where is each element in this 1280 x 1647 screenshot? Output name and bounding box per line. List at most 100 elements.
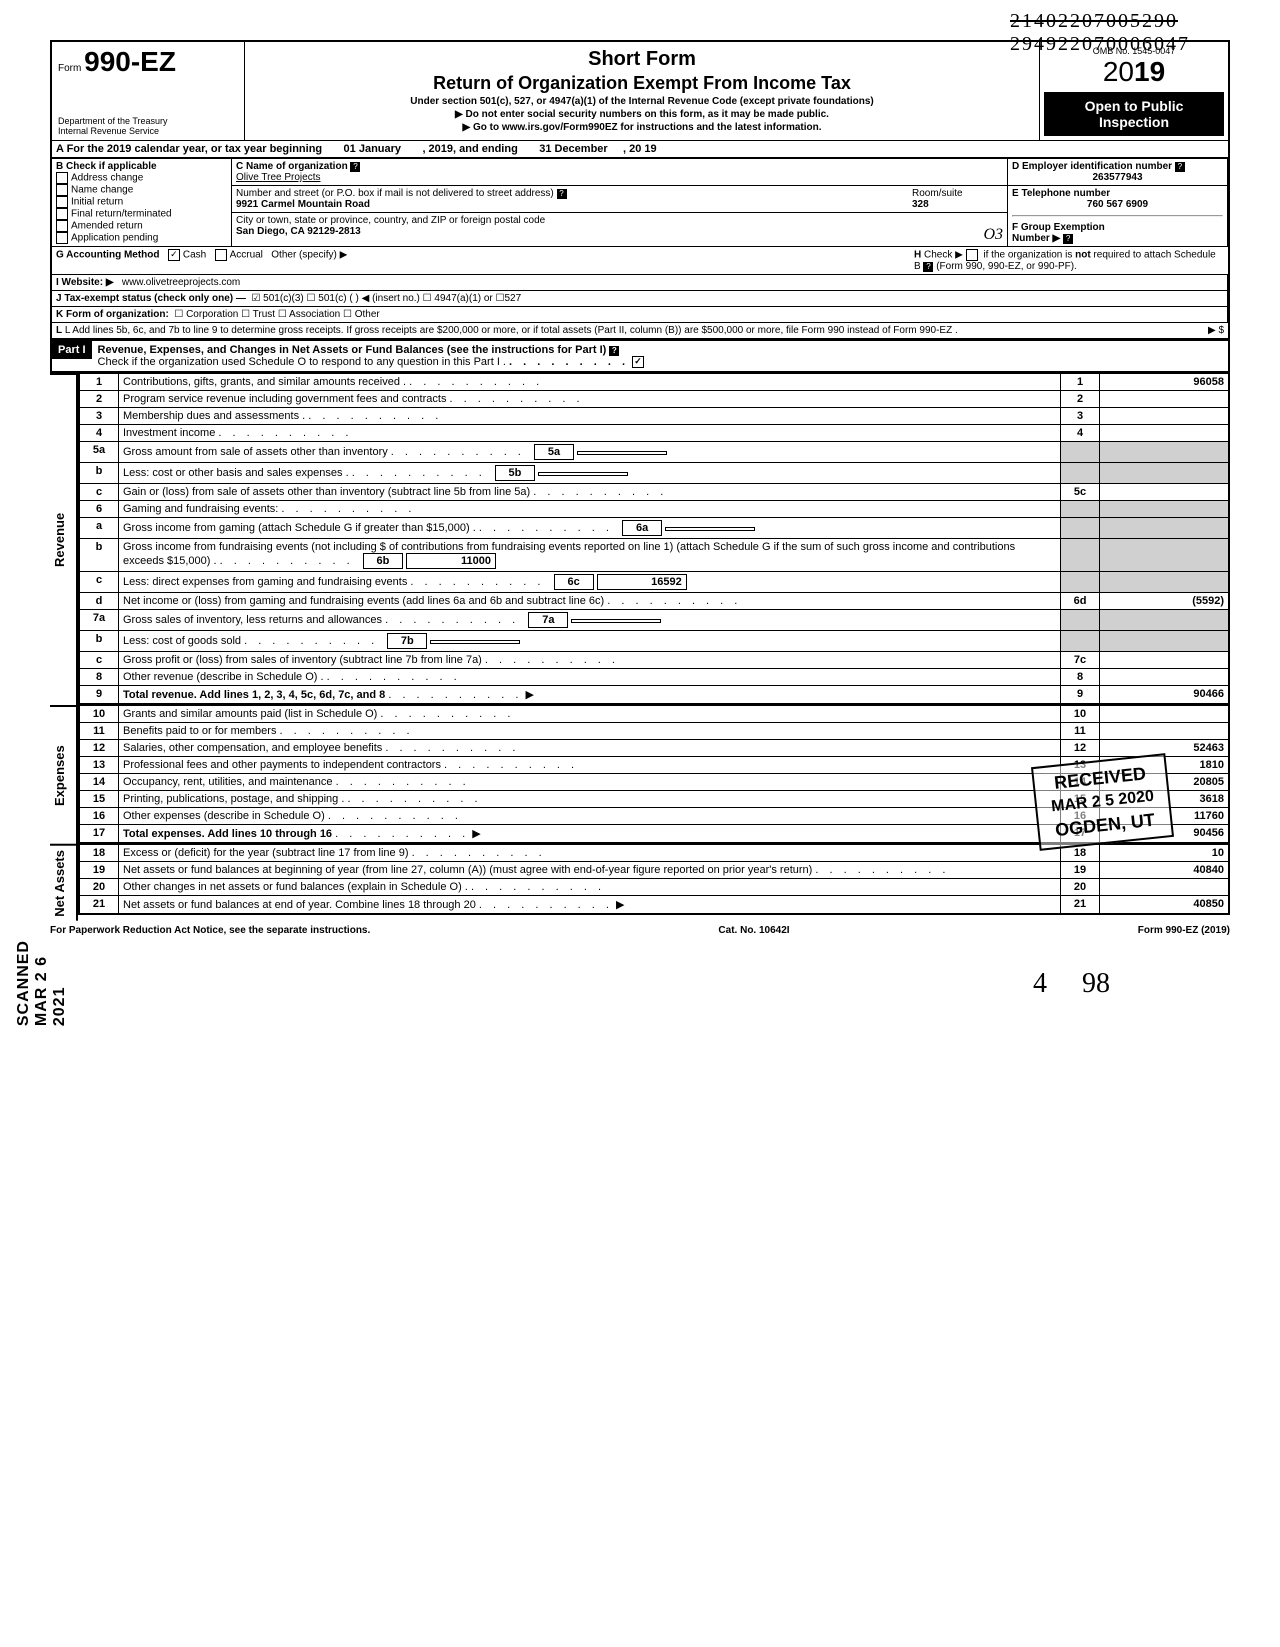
line-number: c	[79, 484, 119, 501]
netassets-table: 18Excess or (deficit) for the year (subt…	[78, 844, 1230, 915]
subtitle-2: ▶ Do not enter social security numbers o…	[253, 109, 1031, 120]
line-description: Net assets or fund balances at beginning…	[119, 862, 1061, 879]
line-description: Net income or (loss) from gaming and fun…	[119, 593, 1061, 610]
line-box-number: 7c	[1061, 652, 1100, 669]
line-description: Investment income . . . . . . . . . .	[119, 425, 1061, 442]
table-row: dNet income or (loss) from gaming and fu…	[79, 593, 1229, 610]
line-amount	[1100, 631, 1230, 652]
table-row: 11Benefits paid to or for members . . . …	[79, 723, 1229, 740]
table-row: 5aGross amount from sale of assets other…	[79, 442, 1229, 463]
checkbox-name-change[interactable]	[56, 184, 68, 196]
checkbox-schedule-b[interactable]	[966, 249, 978, 261]
street-value: 9921 Carmel Mountain Road	[236, 199, 370, 210]
checkbox-initial-return[interactable]	[56, 196, 68, 208]
checkbox-cash[interactable]	[168, 249, 180, 261]
netassets-vertical-label: Net Assets	[50, 844, 78, 921]
main-dln-number: 294922070006047	[1010, 33, 1190, 55]
line-number: 20	[79, 879, 119, 896]
line-number: a	[79, 518, 119, 539]
street-label: Number and street (or P.O. box if mail i…	[236, 188, 554, 199]
line-number: 5a	[79, 442, 119, 463]
part-1-title: Revenue, Expenses, and Changes in Net As…	[98, 344, 607, 356]
line-number: d	[79, 593, 119, 610]
line-number: b	[79, 539, 119, 572]
line-number: b	[79, 463, 119, 484]
line-box-number	[1061, 631, 1100, 652]
table-row: cGain or (loss) from sale of assets othe…	[79, 484, 1229, 501]
table-row: aGross income from gaming (attach Schedu…	[79, 518, 1229, 539]
checkbox-address-change[interactable]	[56, 172, 68, 184]
checkbox-application-pending[interactable]	[56, 232, 68, 244]
checkbox-final-return[interactable]	[56, 208, 68, 220]
line-box-number: 6d	[1061, 593, 1100, 610]
main-title: Return of Organization Exempt From Incom…	[253, 73, 1031, 94]
line-number: 14	[79, 774, 119, 791]
line-number: 16	[79, 808, 119, 825]
line-amount	[1100, 723, 1230, 740]
info-icon: ?	[350, 162, 360, 172]
section-h-text: H Check ▶ if the organization is not req…	[914, 249, 1224, 272]
line-number: 13	[79, 757, 119, 774]
table-row: bLess: cost or other basis and sales exp…	[79, 463, 1229, 484]
line-description: Professional fees and other payments to …	[119, 757, 1061, 774]
handwritten-bottom: 4 98	[1033, 968, 1110, 1000]
table-row: 9Total revenue. Add lines 1, 2, 3, 4, 5c…	[79, 686, 1229, 705]
line-amount	[1100, 425, 1230, 442]
line-description: Other changes in net assets or fund bala…	[119, 879, 1061, 896]
line-number: 4	[79, 425, 119, 442]
line-amount	[1100, 572, 1230, 593]
line-number: 21	[79, 896, 119, 915]
header-info-grid: B Check if applicable Address change Nam…	[50, 159, 1230, 341]
checkbox-schedule-o[interactable]	[632, 356, 644, 368]
line-box-number: 2	[1061, 391, 1100, 408]
line-box-number: 10	[1061, 706, 1100, 723]
line-number: 12	[79, 740, 119, 757]
line-description: Net assets or fund balances at end of ye…	[119, 896, 1061, 915]
line-box-number	[1061, 610, 1100, 631]
part-1-check-line: Check if the organization used Schedule …	[98, 356, 506, 368]
line-number: 8	[79, 669, 119, 686]
line-amount	[1100, 484, 1230, 501]
dept-label: Department of the Treasury Internal Reve…	[58, 116, 238, 136]
section-b-label: B Check if applicable	[56, 161, 157, 172]
section-j-options: ☑ 501(c)(3) ☐ 501(c) ( ) ◀ (insert no.) …	[251, 293, 521, 304]
line-number: 19	[79, 862, 119, 879]
line-description: Less: cost of goods sold . . . . . . . .…	[119, 631, 1061, 652]
line-number: 17	[79, 825, 119, 844]
line-amount	[1100, 610, 1230, 631]
footer-left: For Paperwork Reduction Act Notice, see …	[50, 925, 370, 936]
line-box-number	[1061, 442, 1100, 463]
line-box-number: 21	[1061, 896, 1100, 915]
revenue-vertical-label: Revenue	[50, 373, 78, 705]
phone-value: 760 567 6909	[1012, 199, 1223, 210]
line-number: 11	[79, 723, 119, 740]
line-description: Gross amount from sale of assets other t…	[119, 442, 1061, 463]
footer-mid: Cat. No. 10642I	[718, 925, 789, 936]
section-k-label: K Form of organization:	[56, 309, 169, 320]
info-icon: ?	[1063, 234, 1073, 244]
line-description: Total expenses. Add lines 10 through 16 …	[119, 825, 1061, 844]
line-box-number	[1061, 501, 1100, 518]
table-row: 20Other changes in net assets or fund ba…	[79, 879, 1229, 896]
line-box-number: 11	[1061, 723, 1100, 740]
line-description: Total revenue. Add lines 1, 2, 3, 4, 5c,…	[119, 686, 1061, 705]
received-stamp: RECEIVED MAR 2 5 2020 OGDEN, UT	[1031, 753, 1174, 851]
line-amount: 40850	[1100, 896, 1230, 915]
line-amount: 96058	[1100, 374, 1230, 391]
strikethrough-number: 21402207005290	[1010, 10, 1190, 33]
checkbox-amended-return[interactable]	[56, 220, 68, 232]
line-amount	[1100, 879, 1230, 896]
section-i-label: I Website: ▶	[56, 277, 114, 288]
table-row: 7aGross sales of inventory, less returns…	[79, 610, 1229, 631]
subtitle-3: ▶ Go to www.irs.gov/Form990EZ for instru…	[253, 122, 1031, 133]
line-description: Gross income from fundraising events (no…	[119, 539, 1061, 572]
table-row: 21Net assets or fund balances at end of …	[79, 896, 1229, 915]
info-icon: ?	[609, 346, 619, 356]
section-d-label: D Employer identification number	[1012, 161, 1172, 172]
checkbox-accrual[interactable]	[215, 249, 227, 261]
line-amount	[1100, 501, 1230, 518]
line-amount	[1100, 518, 1230, 539]
line-description: Less: cost or other basis and sales expe…	[119, 463, 1061, 484]
website-value: www.olivetreeprojects.com	[122, 277, 240, 288]
line-amount: 40840	[1100, 862, 1230, 879]
